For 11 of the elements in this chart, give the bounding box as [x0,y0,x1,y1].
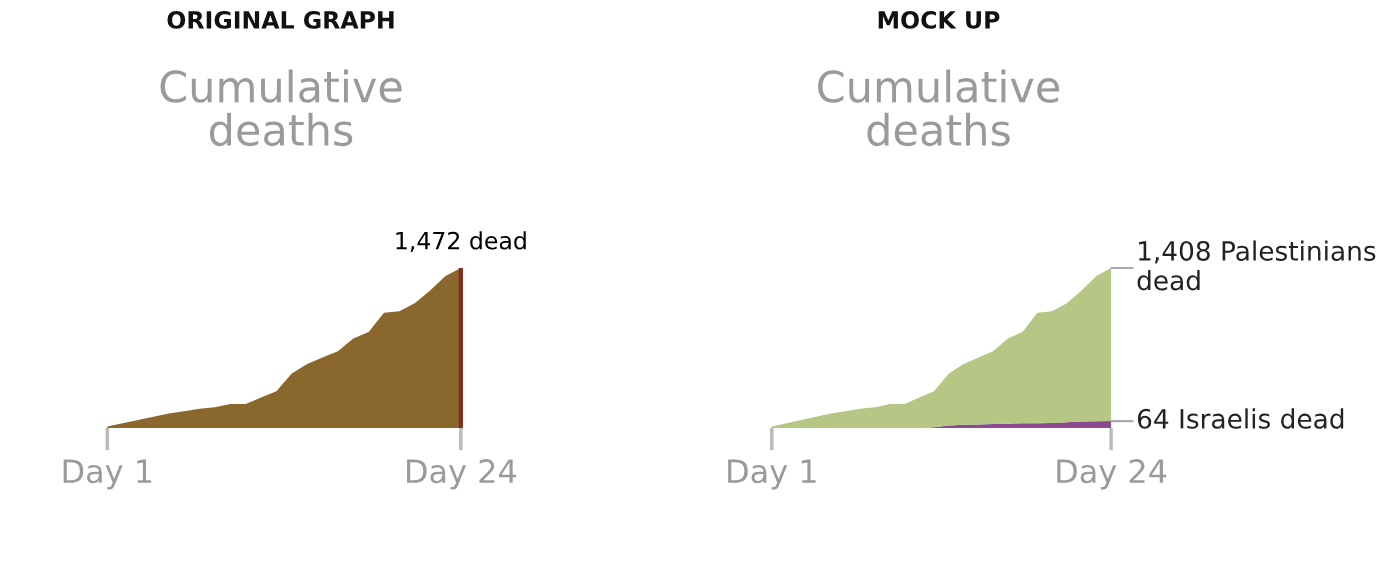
series-label: 64 Israelis dead [1137,408,1344,429]
x-tick-label: Day 24 [407,459,516,490]
chart-subtitle: Cumulative deaths [818,69,1060,147]
annotation: 1,472 dead [396,231,526,252]
x-tick-label: Day 24 [1057,459,1167,490]
chart-title: ORIGINAL GRAPH [167,10,394,29]
x-tick-label: Day 1 [63,459,152,490]
chart-subtitle: Cumulative deaths [160,69,402,147]
x-tick-label: Day 1 [728,459,816,490]
series-label: 1,408 Palestinians dead [1137,240,1376,291]
chart-title: MOCK UP [878,10,1000,29]
